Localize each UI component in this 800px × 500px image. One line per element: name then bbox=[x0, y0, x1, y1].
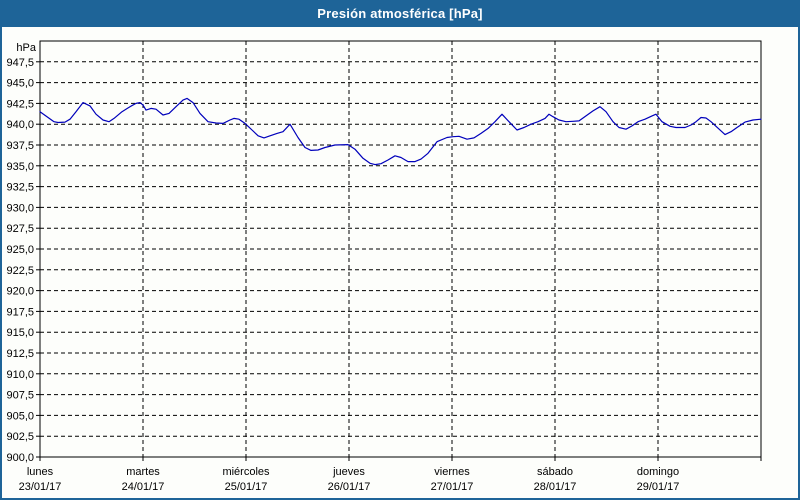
x-day-date-label: 25/01/17 bbox=[225, 481, 268, 493]
pressure-series-line bbox=[39, 97, 762, 166]
x-day-date-label: 23/01/17 bbox=[19, 481, 62, 493]
y-tick-label: 940,0 bbox=[6, 119, 34, 131]
y-tick-label: 907,5 bbox=[6, 390, 34, 402]
y-tick-label: 900,0 bbox=[6, 452, 34, 464]
y-tick-label: 927,5 bbox=[6, 223, 34, 235]
y-tick-label: 910,0 bbox=[6, 369, 34, 381]
x-day-date-label: 26/01/17 bbox=[328, 481, 371, 493]
x-day-name-label: domingo bbox=[637, 466, 679, 478]
y-tick-label: 917,5 bbox=[6, 306, 34, 318]
chart-title-bar: Presión atmosférica [hPa] bbox=[2, 2, 798, 27]
y-axis-unit-label: hPa bbox=[16, 42, 36, 54]
x-day-name-label: lunes bbox=[27, 466, 54, 478]
y-tick-label: 920,0 bbox=[6, 286, 34, 298]
y-tick-label: 915,0 bbox=[6, 327, 34, 339]
x-day-date-label: 24/01/17 bbox=[122, 481, 165, 493]
y-tick-label: 905,0 bbox=[6, 410, 34, 422]
x-day-name-label: jueves bbox=[332, 466, 365, 478]
x-day-date-label: 28/01/17 bbox=[534, 481, 577, 493]
y-tick-label: 932,5 bbox=[6, 182, 34, 194]
x-day-name-label: martes bbox=[126, 466, 160, 478]
x-day-date-label: 29/01/17 bbox=[637, 481, 680, 493]
y-tick-label: 922,5 bbox=[6, 265, 34, 277]
x-day-name-label: sábado bbox=[537, 466, 573, 478]
y-tick-label: 947,5 bbox=[6, 57, 34, 69]
y-tick-label: 942,5 bbox=[6, 98, 34, 110]
y-tick-label: 912,5 bbox=[6, 348, 34, 360]
y-tick-label: 902,5 bbox=[6, 431, 34, 443]
x-day-name-label: miércoles bbox=[222, 466, 270, 478]
y-tick-label: 937,5 bbox=[6, 140, 34, 152]
y-tick-label: 925,0 bbox=[6, 244, 34, 256]
y-tick-label: 945,0 bbox=[6, 78, 34, 90]
x-day-name-label: viernes bbox=[434, 466, 470, 478]
y-tick-label: 930,0 bbox=[6, 202, 34, 214]
y-tick-label: 935,0 bbox=[6, 161, 34, 173]
x-day-date-label: 27/01/17 bbox=[431, 481, 474, 493]
plot-border bbox=[39, 40, 762, 458]
